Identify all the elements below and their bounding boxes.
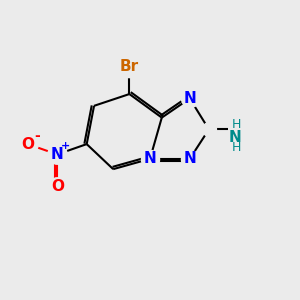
Text: H: H	[232, 141, 242, 154]
Text: N: N	[183, 151, 196, 166]
Text: O: O	[51, 179, 64, 194]
Text: Br: Br	[120, 58, 139, 74]
Text: N: N	[183, 91, 196, 106]
Text: O: O	[21, 136, 34, 152]
Text: N: N	[144, 151, 156, 166]
Text: +: +	[61, 141, 70, 151]
Text: -: -	[34, 129, 40, 143]
Text: N: N	[51, 147, 64, 162]
Text: H: H	[232, 118, 242, 131]
Text: N: N	[229, 130, 242, 145]
